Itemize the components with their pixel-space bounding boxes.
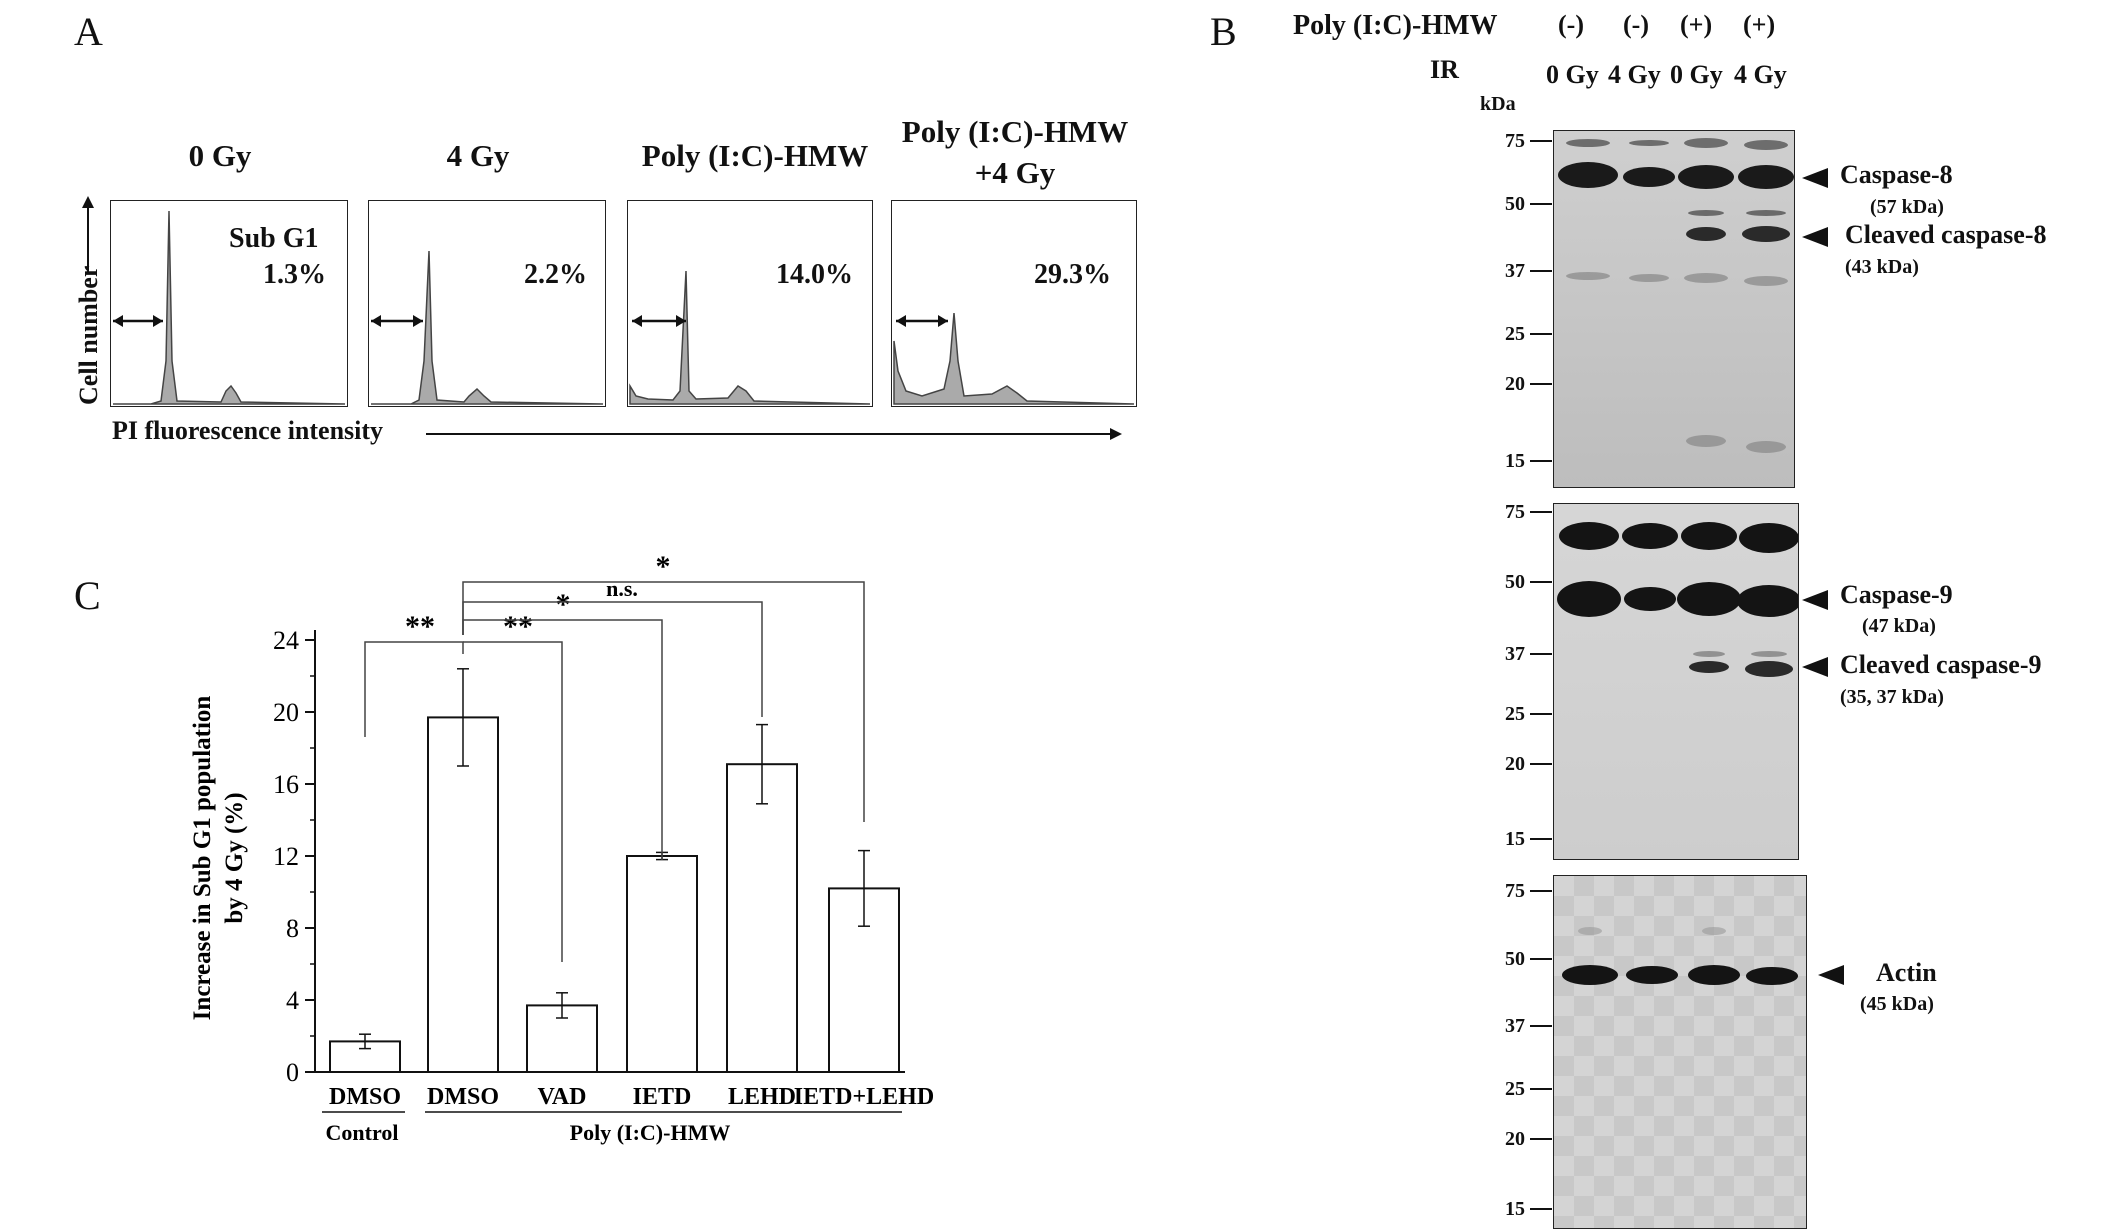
category-label-2: VAD [538, 1084, 587, 1110]
ladder-50: 50 [1505, 948, 1525, 970]
ir-lane-3: 0 Gy [1670, 60, 1723, 89]
ladder-15: 15 [1505, 1198, 1525, 1220]
treatment-label: Poly (I:C)-HMW [1293, 10, 1498, 41]
category-label-5: IETD+LEHD [794, 1084, 934, 1110]
kda-unit: kDa [1480, 93, 1516, 115]
category-label-1: DMSO [427, 1084, 499, 1110]
histogram-4gy: 2.2% [368, 200, 606, 407]
arrow-actin [1818, 965, 1844, 985]
pi-fluorescence-label: PI fluorescence intensity [112, 416, 384, 445]
label-actin: Actin [1876, 958, 1937, 987]
y-axis-label: Increase in Sub G1 population by 4 Gy (%) [189, 696, 248, 1021]
treatment-lane-3: (+) [1680, 10, 1713, 39]
pct-0gy: 1.3% [263, 259, 326, 290]
label-cleaved-caspase-8: Cleaved caspase-8 [1845, 220, 2047, 249]
ladder-15: 15 [1505, 450, 1525, 472]
header-poly-4gy-line2: +4 Gy [974, 155, 1056, 190]
ladder-37: 37 [1505, 260, 1525, 282]
ir-lane-1: 0 Gy [1546, 60, 1599, 89]
arrow-caspase-8 [1802, 168, 1828, 188]
sig-bracket-ietd-lehd [462, 581, 865, 822]
sig-bracket-vad [463, 641, 563, 962]
kda-cleaved-caspase-8: (43 kDa) [1845, 256, 1919, 278]
ladder-15: 15 [1505, 828, 1525, 850]
histogram-poly-4gy: 29.3% [891, 200, 1137, 407]
category-label-0: DMSO [329, 1084, 401, 1110]
ladder-25: 25 [1505, 323, 1525, 345]
sig-bracket-ietd-label: * [556, 588, 571, 621]
blot-caspase-9 [1553, 503, 1799, 860]
y-tick-label: 12 [273, 842, 299, 871]
arrow-caspase-9 [1802, 590, 1828, 610]
panel-c-letter: C [74, 573, 101, 618]
treatment-lane-4: (+) [1743, 10, 1776, 39]
ladder-50: 50 [1505, 571, 1525, 593]
blot-actin [1553, 875, 1807, 1229]
panel-a-letter: A [74, 9, 103, 54]
pct-poly: 14.0% [776, 259, 853, 290]
y-tick-label: 24 [273, 626, 299, 655]
ladder-25: 25 [1505, 1078, 1525, 1100]
kda-actin: (45 kDa) [1860, 993, 1934, 1015]
sub-g1-bar-chart: 0 4 8 12 16 20 24 Increase in Sub G1 population… [189, 550, 934, 1145]
y-tick-label: 20 [273, 698, 299, 727]
kda-caspase-9: (47 kDa) [1862, 615, 1936, 637]
header-0gy: 0 Gy [188, 138, 252, 173]
header-4gy: 4 Gy [446, 138, 510, 173]
pct-4gy: 2.2% [524, 259, 587, 290]
ladder-50: 50 [1505, 193, 1525, 215]
group-poly-label: Poly (I:C)-HMW [570, 1120, 731, 1145]
y-tick-label: 16 [273, 770, 299, 799]
ladder-20: 20 [1505, 373, 1525, 395]
bar-3 [626, 855, 698, 1073]
sig-bracket-dmso-label: ** [405, 610, 435, 643]
header-poly-4gy-line1: Poly (I:C)-HMW [901, 114, 1129, 149]
ladder-75: 75 [1505, 501, 1525, 523]
pct-poly-4gy: 29.3% [1034, 259, 1111, 290]
treatment-lane-1: (-) [1558, 10, 1584, 39]
arrow-cleaved-caspase-9 [1802, 657, 1828, 677]
y-tick-label: 0 [286, 1058, 299, 1087]
subg1-label: Sub G1 [229, 223, 319, 254]
ladder-20: 20 [1505, 753, 1525, 775]
label-cleaved-caspase-9: Cleaved caspase-9 [1840, 650, 2042, 679]
panel-b-letter: B [1210, 9, 1237, 54]
label-caspase-9: Caspase-9 [1840, 580, 1953, 609]
kda-cleaved-caspase-9: (35, 37 kDa) [1840, 686, 1944, 708]
ir-lane-4: 4 Gy [1734, 60, 1787, 89]
histogram-poly: 14.0% [627, 200, 873, 407]
bar-4 [726, 763, 798, 1073]
histogram-0gy: Sub G1 1.3% [110, 200, 348, 407]
sig-bracket-ietd-lehd-label: * [656, 550, 671, 583]
sig-bracket-vad-label: ** [503, 610, 533, 643]
ladder-75: 75 [1505, 880, 1525, 902]
ir-label: IR [1430, 55, 1459, 84]
y-tick-label: 4 [286, 986, 299, 1015]
ladder-75: 75 [1505, 130, 1525, 152]
bar-1 [427, 716, 499, 1073]
category-label-3: IETD [633, 1084, 692, 1110]
ir-lane-2: 4 Gy [1608, 60, 1661, 89]
treatment-lane-2: (-) [1623, 10, 1649, 39]
ladder-20: 20 [1505, 1128, 1525, 1150]
label-caspase-8: Caspase-8 [1840, 160, 1953, 189]
ladder-37: 37 [1505, 643, 1525, 665]
ladder-37: 37 [1505, 1015, 1525, 1037]
sig-bracket-dmso [364, 641, 464, 737]
sig-bracket-lehd-label: n.s. [606, 576, 638, 601]
arrow-cleaved-caspase-8 [1802, 227, 1828, 247]
group-control-label: Control [326, 1120, 399, 1145]
kda-caspase-8: (57 kDa) [1870, 196, 1944, 218]
pi-axis-arrow [426, 428, 1122, 440]
y-tick-label: 8 [286, 914, 299, 943]
header-poly: Poly (I:C)-HMW [641, 138, 869, 173]
cell-number-arrow [82, 196, 94, 274]
ladder-25: 25 [1505, 703, 1525, 725]
blot-caspase-8 [1553, 130, 1795, 488]
category-label-4: LEHD [728, 1084, 796, 1110]
